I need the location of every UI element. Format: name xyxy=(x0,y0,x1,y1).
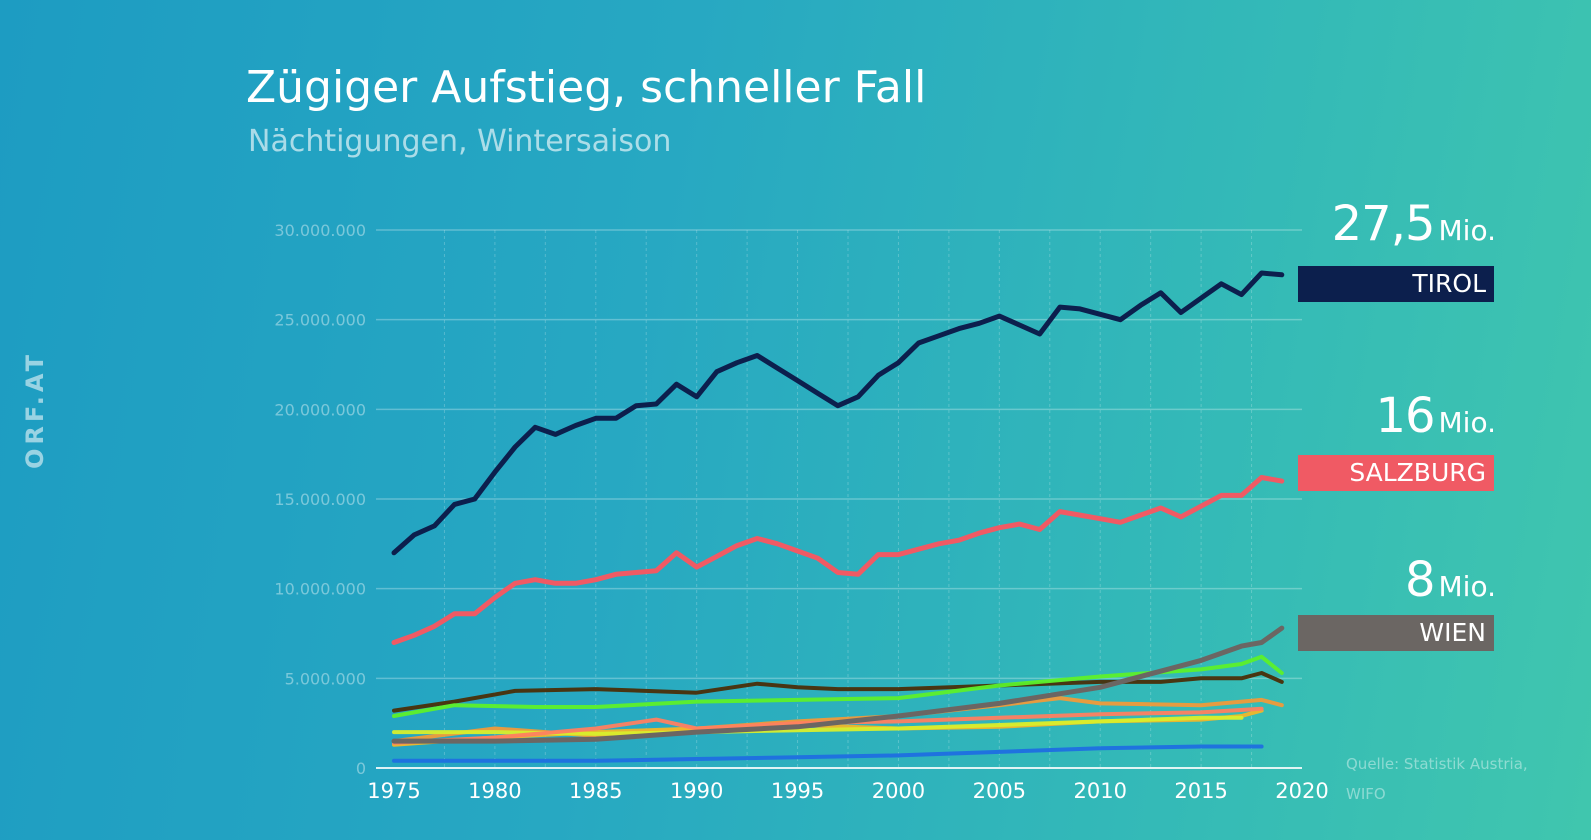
callout-unit: Mio. xyxy=(1438,406,1496,439)
grid xyxy=(376,229,1302,768)
y-tick-label: 15.000.000 xyxy=(274,490,366,509)
y-tick-label: 0 xyxy=(356,759,366,778)
x-tick-label: 2000 xyxy=(872,779,925,803)
chart-subtitle: Nächtigungen, Wintersaison xyxy=(248,124,672,159)
x-tick-label: 2020 xyxy=(1275,779,1328,803)
series-line-minor-8 xyxy=(392,706,1264,745)
series-line-wien xyxy=(391,625,1285,744)
callout-value-tirol: 27,5 Mio. xyxy=(1332,196,1496,252)
y-tick-label: 25.000.000 xyxy=(274,311,366,330)
callout-unit: Mio. xyxy=(1438,570,1496,603)
callout-value-salzburg: 16 Mio. xyxy=(1375,388,1496,444)
axes: 0 5.000.000 10.000.000 15.000.000 20.000.000… xyxy=(274,221,1328,803)
callout-label-salzburg: SALZBURG xyxy=(1298,455,1494,491)
x-tick-label: 1985 xyxy=(569,779,622,803)
x-tick-label: 1975 xyxy=(367,779,420,803)
x-tick-label: 2005 xyxy=(973,779,1026,803)
series-line-minor-4 xyxy=(392,654,1284,718)
callout-number: 27,5 xyxy=(1331,196,1436,252)
x-tick-label: 2015 xyxy=(1174,779,1227,803)
callout-number: 16 xyxy=(1375,388,1435,444)
series-line-salzburg xyxy=(391,475,1285,645)
source-note: Quelle: Statistik Austria, WIFO xyxy=(1346,755,1528,803)
callout-label-wien: WIEN xyxy=(1298,615,1494,651)
y-tick-label: 10.000.000 xyxy=(274,580,366,599)
x-tick-label: 1990 xyxy=(670,779,723,803)
callout-unit: Mio. xyxy=(1438,214,1496,247)
callout-value-wien: 8 Mio. xyxy=(1405,552,1496,608)
x-tick-label: 2010 xyxy=(1073,779,1126,803)
chart-title: Zügiger Aufstieg, schneller Fall xyxy=(246,62,927,113)
y-tick-label: 5.000.000 xyxy=(285,669,366,688)
series-line-minor-3 xyxy=(392,671,1284,713)
x-tick-label: 1995 xyxy=(771,779,824,803)
y-tick-label: 20.000.000 xyxy=(274,400,366,419)
series-line-minor-9 xyxy=(392,744,1264,763)
series-line-tirol xyxy=(391,270,1285,556)
y-tick-label: 30.000.000 xyxy=(274,221,366,240)
callout-number: 8 xyxy=(1404,552,1436,608)
callout-label-tirol: TIROL xyxy=(1298,266,1494,302)
x-tick-label: 1980 xyxy=(468,779,521,803)
series-lines xyxy=(391,270,1285,763)
